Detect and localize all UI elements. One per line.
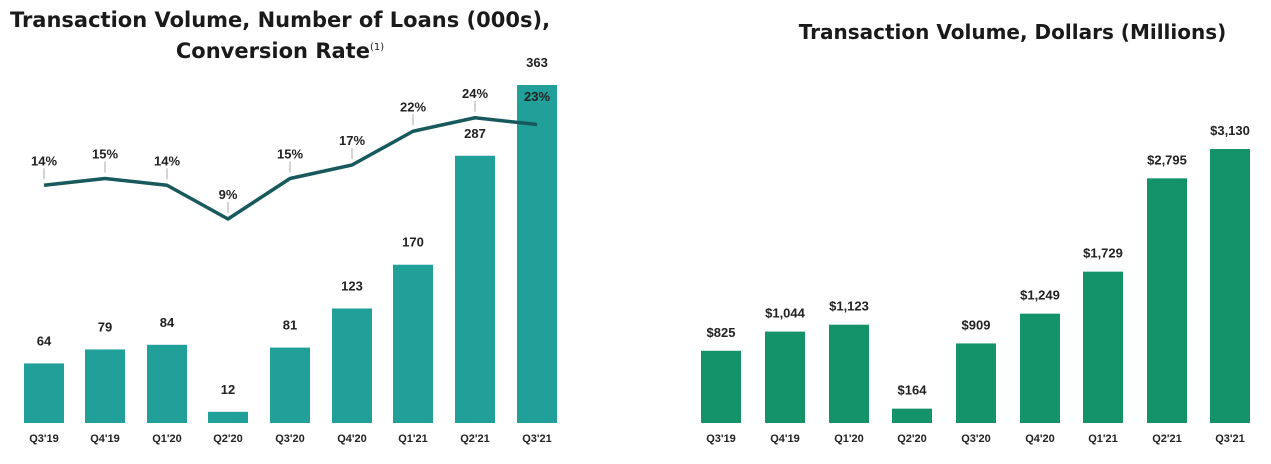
loans-bar-Q3'19 <box>24 363 64 423</box>
left-x-tick-Q2'20: Q2'20 <box>213 433 243 445</box>
right-chart-title: Transaction Volume, Dollars (Millions) <box>798 20 1227 44</box>
loans-bar-Q3'21 <box>517 85 557 423</box>
loans-label-Q3'20: 81 <box>283 318 297 333</box>
left-title-line1: Transaction Volume, Number of Loans (000… <box>9 8 551 32</box>
left-x-tick-Q2'21: Q2'21 <box>460 433 490 445</box>
left-x-tick-Q3'19: Q3'19 <box>29 433 59 445</box>
dollars-bar-Q3'21 <box>1210 149 1250 423</box>
right-x-tick-Q1'21: Q1'21 <box>1088 433 1118 445</box>
loans-bar-Q2'21 <box>455 155 495 423</box>
dollars-label-Q2'21: $2,795 <box>1147 152 1187 167</box>
loans-bar-Q3'20 <box>270 347 310 423</box>
loans-bar-Q1'20 <box>147 344 187 423</box>
dollars-bar-Q3'20 <box>956 343 996 423</box>
dollars-bar-Q4'19 <box>765 331 805 423</box>
loans-label-Q4'20: 123 <box>341 278 363 293</box>
dollars-label-Q4'20: $1,249 <box>1020 288 1060 303</box>
dollars-label-Q4'19: $1,044 <box>765 306 806 321</box>
rate-label-Q1'20: 14% <box>154 153 180 168</box>
left-x-tick-Q4'19: Q4'19 <box>90 433 120 445</box>
dollars-bar-Q2'21 <box>1147 178 1187 423</box>
rate-label-Q2'20: 9% <box>219 187 238 202</box>
loans-label-Q4'19: 79 <box>98 319 112 334</box>
loans-bar-Q2'20 <box>208 411 248 423</box>
left-x-tick-Q1'20: Q1'20 <box>152 433 182 445</box>
dollars-label-Q1'20: $1,123 <box>829 299 869 314</box>
loans-label-Q1'21: 170 <box>402 235 424 250</box>
right-x-tick-Q4'19: Q4'19 <box>770 433 800 445</box>
dollars-bar-Q4'20 <box>1020 313 1060 423</box>
right-x-tick-Q2'20: Q2'20 <box>897 433 927 445</box>
rate-label-Q2'21: 24% <box>462 86 488 101</box>
dollars-label-Q1'21: $1,729 <box>1083 246 1123 261</box>
loans-bar-Q4'20 <box>332 308 372 423</box>
right-x-tick-Q3'20: Q3'20 <box>961 433 991 445</box>
left-x-tick-Q4'20: Q4'20 <box>337 433 367 445</box>
right-x-tick-Q3'21: Q3'21 <box>1215 433 1245 445</box>
right-x-tick-Q4'20: Q4'20 <box>1025 433 1055 445</box>
rate-label-Q3'20: 15% <box>277 147 303 162</box>
dollars-bar-Q2'20 <box>892 408 932 423</box>
footnote-marker: (1) <box>369 42 385 53</box>
dollars-label-Q3'20: $909 <box>962 317 991 332</box>
dollars-bar-Q1'21 <box>1083 271 1123 423</box>
rate-label-Q4'20: 17% <box>339 133 365 148</box>
right-x-tick-Q1'20: Q1'20 <box>834 433 864 445</box>
loans-label-Q2'20: 12 <box>221 382 235 397</box>
loans-bar-Q1'21 <box>393 264 433 423</box>
left-chart-title: Transaction Volume, Number of Loans (000… <box>0 6 560 65</box>
conversion-rate-line <box>43 116 538 221</box>
left-x-tick-Q3'21: Q3'21 <box>522 433 552 445</box>
right-x-tick-Q2'21: Q2'21 <box>1152 433 1182 445</box>
left-x-tick-Q1'21: Q1'21 <box>398 433 428 445</box>
dollars-label-Q3'21: $3,130 <box>1210 123 1250 138</box>
dollars-bar-Q1'20 <box>829 324 869 423</box>
loans-label-Q3'21: 363 <box>526 55 548 70</box>
rate-label-Q4'19: 15% <box>92 147 118 162</box>
left-title-line2: Conversion Rate <box>175 39 370 63</box>
rate-label-Q3'19: 14% <box>31 153 57 168</box>
loans-label-Q1'20: 84 <box>160 315 175 330</box>
loans-label-Q2'21: 287 <box>464 126 486 141</box>
rate-label-Q3'21: 23% <box>524 89 550 104</box>
left-x-tick-Q3'20: Q3'20 <box>275 433 305 445</box>
right-x-tick-Q3'19: Q3'19 <box>706 433 736 445</box>
dollars-label-Q2'20: $164 <box>898 383 928 398</box>
rate-label-Q1'21: 22% <box>400 99 426 114</box>
loans-bar-Q4'19 <box>85 349 125 423</box>
dollars-bar-Q3'19 <box>701 350 741 423</box>
dollars-label-Q3'19: $825 <box>707 325 736 340</box>
loans-label-Q3'19: 64 <box>37 333 52 348</box>
